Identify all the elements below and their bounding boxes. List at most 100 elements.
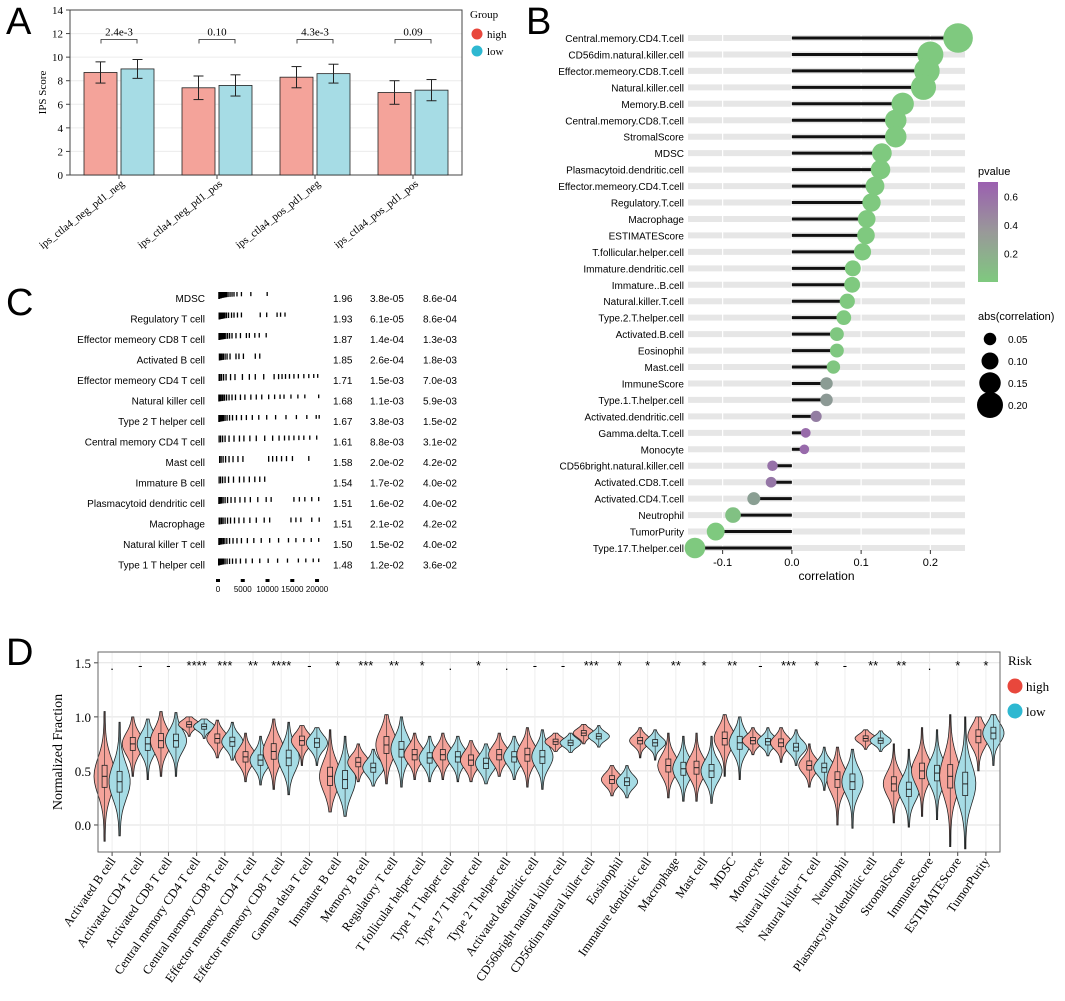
panel-d-significance: * — [702, 658, 707, 673]
panel-a-significance-bracket — [394, 39, 432, 44]
panel-c-hit-tick — [303, 538, 305, 543]
panel-b-ytick-label: Eosinophil — [638, 347, 684, 358]
panel-c-hit-tick — [255, 517, 257, 523]
panel-c-hit-tick — [219, 435, 222, 443]
panel-c-hit-tick — [220, 415, 222, 422]
panel-c-hit-tick — [224, 312, 226, 319]
panel-b-ytick-label: Central.memory.CD8.T.cell — [565, 116, 684, 127]
panel-b-point — [820, 377, 833, 390]
panel-b-ytick-label: StromalScore — [623, 133, 684, 144]
panel-a-ytick-label: 10 — [52, 52, 64, 64]
panel-c-hit-tick — [273, 394, 276, 400]
panel-c-hit-tick — [238, 353, 240, 360]
panel-c-es-value: 1.50 — [333, 540, 353, 551]
panel-b-xtick-label: 0.2 — [923, 557, 938, 569]
panel-c-hit-tick — [218, 497, 220, 504]
panel-a-ytick-label: 4 — [58, 123, 64, 135]
panel-c-q-value: 3.6e-02 — [423, 561, 457, 572]
panel-d-significance: . — [110, 658, 114, 673]
panel-a-significance-bracket — [100, 39, 138, 44]
panel-c-hit-tick — [220, 497, 223, 504]
panel-a-ytick-label: 6 — [58, 99, 64, 111]
panel-d-significance: - — [758, 658, 762, 673]
panel-c-hit-tick — [228, 435, 230, 442]
panel-b-ytick-label: Gamma.delta.T.cell — [598, 429, 684, 440]
panel-d-significance: . — [449, 658, 453, 673]
panel-c-hit-tick — [241, 374, 244, 380]
panel-c-hit-tick — [284, 374, 287, 379]
panel-c-p-value: 1.6e-02 — [370, 499, 404, 510]
panel-d-ylabel: Normalized Fraction — [51, 694, 66, 810]
panel-b-ytick-label: CD56dim.natural.killer.cell — [568, 50, 684, 61]
panel-c-hit-tick — [218, 374, 220, 381]
panel-c-hit-tick — [226, 517, 229, 524]
panel-b-ytick-label: Plasmacytoid.dendritic.cell — [566, 166, 684, 177]
panel-d-significance: ** — [389, 658, 399, 673]
panel-c-q-value: 4.0e-02 — [423, 540, 457, 551]
panel-c-hit-tick — [221, 312, 223, 319]
panel-c-hit-tick — [277, 374, 280, 380]
panel-b-point — [826, 360, 841, 374]
panel-c-hit-tick — [222, 415, 225, 422]
panel-d-significance: - — [561, 658, 565, 673]
panel-c-hit-tick — [234, 394, 237, 401]
panel-b-ytick-label: Effector.memeory.CD8.T.cell — [558, 67, 684, 78]
panel-d-significance: ** — [896, 658, 906, 673]
panel-b-point — [885, 125, 907, 148]
panel-c-hit-tick — [219, 415, 221, 422]
panel-a-bar-high — [279, 76, 314, 176]
panel-b-ytick-label: Immature.dendritic.cell — [583, 264, 684, 275]
panel-c-hit-tick — [222, 333, 225, 340]
panel-b-ytick-label: TumorPurity — [630, 528, 684, 539]
panel-c-p-value: 6.1e-05 — [370, 315, 404, 326]
panel-c-gsea-table: MDSC 1.96 3.8e-05 8.6e-04 Regulatory T cell 1… — [77, 292, 457, 594]
panel-c-hit-tick — [218, 538, 221, 545]
panel-c-hit-tick — [305, 558, 307, 563]
panel-b-point — [684, 537, 706, 559]
panel-c-hit-tick — [254, 374, 256, 380]
panel-c-row-label: Central memory CD4 T cell — [85, 438, 205, 449]
panel-c-hit-tick — [295, 517, 297, 523]
panel-c-hit-tick — [259, 476, 261, 482]
panel-c-hit-tick — [224, 497, 226, 504]
panel-c-hit-tick — [231, 415, 234, 421]
panel-c-p-value: 8.8e-03 — [370, 438, 404, 449]
panel-b-plot-area — [688, 30, 965, 550]
panel-c-hit-tick — [271, 435, 274, 441]
panel-c-es-value: 1.68 — [333, 397, 353, 408]
panel-c-hit-tick — [263, 517, 265, 523]
panel-b-point — [725, 507, 741, 523]
panel-a-bar-chart: 0 2 4 6 8 10 12 14 IPS Score 2.4e-3 ips_ctla4_neg_… — [37, 5, 507, 252]
panel-c-hit-tick — [240, 292, 243, 297]
panel-c-hit-tick — [249, 435, 251, 442]
panel-c-q-value: 1.3e-03 — [423, 335, 457, 346]
panel-d-frame — [97, 651, 1001, 853]
panel-c-p-value: 1.2e-02 — [370, 561, 404, 572]
panel-c-hit-tick — [265, 497, 267, 503]
panel-c-axis-tick — [216, 579, 220, 582]
panel-c-hit-tick — [220, 312, 222, 320]
panel-d-legend-dot-high — [1007, 678, 1023, 694]
panel-b-point — [844, 260, 861, 277]
panel-c-hit-tick — [288, 374, 291, 379]
panel-c-hit-tick — [259, 353, 261, 359]
panel-c-p-value: 2.0e-02 — [370, 458, 404, 469]
panel-a-ytick-label: 0 — [58, 170, 64, 182]
panel-c-hit-tick — [223, 394, 226, 401]
panel-c-es-value: 1.71 — [333, 376, 353, 387]
panel-a-legend-label: high — [487, 29, 507, 41]
panel-c-hit-tick — [318, 558, 320, 563]
panel-c-hit-tick — [243, 517, 245, 524]
panel-b-point — [943, 23, 973, 53]
panel-a-bar-high — [181, 87, 216, 176]
panel-c-hit-tick — [218, 394, 220, 402]
panel-c-hit-tick — [233, 292, 235, 297]
panel-c-hit-tick — [228, 333, 231, 339]
panel-c-hit-tick — [303, 435, 305, 440]
panel-b-size-legend-dot — [981, 352, 999, 370]
panel-c-hit-tick — [218, 353, 221, 361]
panel-d-significance: **** — [271, 658, 291, 673]
panel-c-hit-tick — [255, 394, 257, 400]
panel-d-ytick-label: 1.0 — [75, 710, 91, 725]
